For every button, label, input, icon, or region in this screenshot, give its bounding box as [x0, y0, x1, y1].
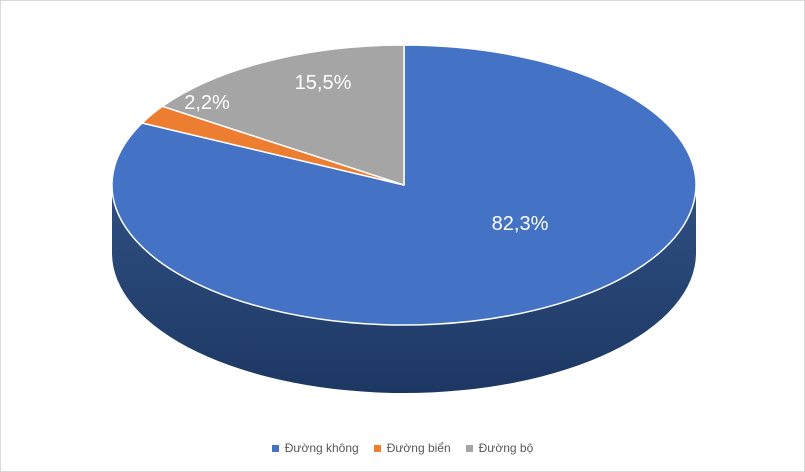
- legend-marker-duong-khong-icon: [271, 444, 279, 452]
- legend-item-duong-khong: Đường không: [271, 441, 359, 455]
- data-label-duong-khong: 82,3%: [492, 213, 549, 235]
- legend-label-duong-khong: Đường không: [284, 441, 359, 455]
- legend-marker-duong-bien-icon: [373, 444, 381, 452]
- legend-marker-duong-bo-icon: [465, 444, 473, 452]
- legend-item-duong-bo: Đường bộ: [465, 441, 534, 455]
- legend-label-duong-bien: Đường biển: [386, 441, 451, 455]
- legend-label-duong-bo: Đường bộ: [478, 441, 534, 455]
- legend: Đường không Đường biển Đường bộ: [1, 442, 804, 454]
- data-label-duong-bien: 2,2%: [184, 92, 230, 114]
- pie-side-3d: [112, 185, 696, 393]
- legend-item-duong-bien: Đường biển: [373, 441, 451, 455]
- pie-slice-duong-bo: [161, 44, 405, 186]
- data-label-duong-bo: 15,5%: [295, 72, 352, 94]
